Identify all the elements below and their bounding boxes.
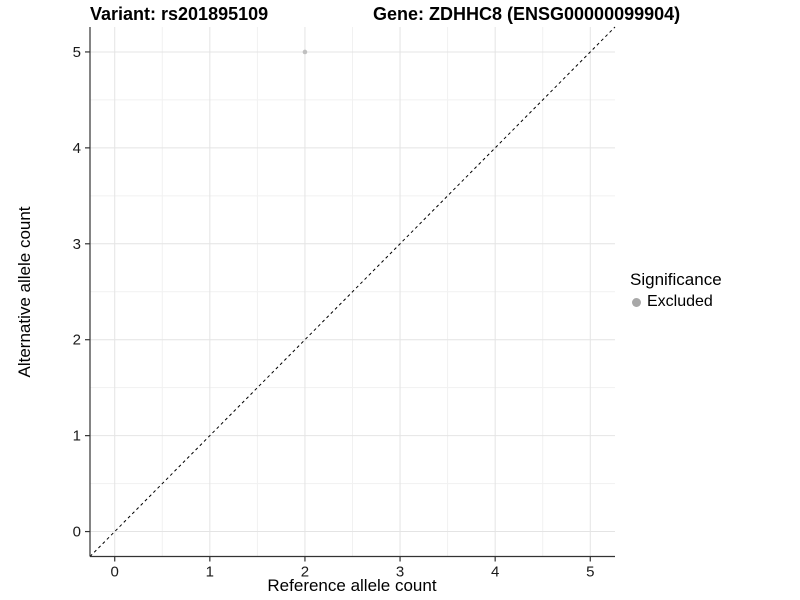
x-tick-label: 1 — [206, 564, 214, 581]
y-tick-label: 4 — [73, 140, 81, 157]
x-tick-label: 4 — [491, 564, 499, 581]
y-tick-label: 0 — [73, 524, 81, 541]
plot-title-gene: Gene: ZDHHC8 (ENSG00000099904) — [373, 4, 681, 24]
x-axis-title: Reference allele count — [267, 576, 436, 595]
plot-title-variant: Variant: rs201895109 — [90, 4, 269, 24]
identity-line — [89, 26, 616, 557]
x-tick-label: 2 — [301, 564, 309, 581]
excluded-marker-icon — [632, 297, 641, 307]
legend: Significance Excluded — [630, 270, 722, 311]
y-tick-label: 3 — [73, 236, 81, 253]
legend-item-label: Excluded — [647, 293, 713, 310]
y-tick-label: 1 — [73, 428, 81, 445]
legend-item-excluded: Excluded — [632, 293, 722, 311]
chart-layer: 0 1 2 3 4 5 0 1 2 3 4 5 — [73, 26, 616, 581]
x-tick-label: 0 — [111, 564, 119, 581]
y-axis-title: Alternative allele count — [15, 206, 34, 377]
x-tick-label: 5 — [586, 564, 594, 581]
legend-title: Significance — [630, 270, 722, 289]
data-point — [302, 49, 308, 55]
x-tick-label: 3 — [396, 564, 404, 581]
y-tick-label: 5 — [73, 44, 81, 61]
y-tick-label: 2 — [73, 332, 81, 349]
